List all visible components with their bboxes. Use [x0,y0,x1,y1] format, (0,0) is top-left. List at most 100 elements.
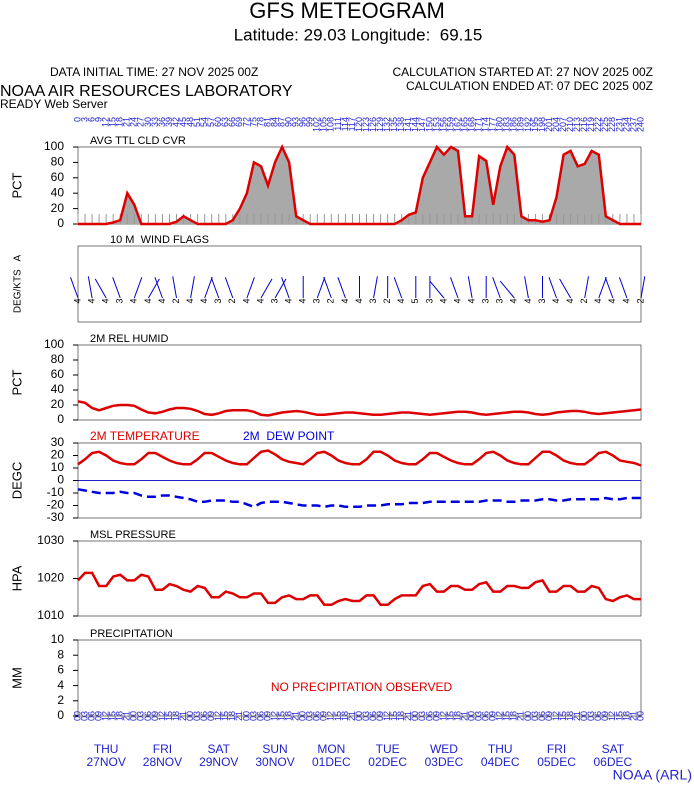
wind-speed-label: 4 [340,298,350,303]
forecast-hour-label: 237 [628,117,638,132]
forecast-hour-label: 114 [340,117,350,131]
y-tick-label: 60 [51,170,65,184]
y-tick-label: 0 [57,216,64,230]
forecast-hour-label: 60 [213,117,223,127]
wind-barb [429,280,445,299]
y-tick-label: 30 [51,435,65,449]
forecast-hour-label: 162 [452,117,462,132]
panel-title: 10 M WIND FLAGS [110,234,209,246]
wind-speed-label: 3 [312,298,322,303]
calc-start: CALCULATION STARTED AT: 27 NOV 2025 00Z [392,65,653,79]
wind-speed-label: 2 [382,298,392,303]
wind-speed-label: 4 [72,298,82,303]
forecast-hour-label: 195 [530,117,540,132]
forecast-hour-label: 45 [178,117,188,127]
y-tick-label: 60 [51,367,65,381]
wind-speed-label: 2 [326,298,336,303]
wind-speed-label: 4 [396,298,406,303]
y-tick-label: 2 [57,693,64,707]
forecast-hour-label: 132 [382,117,392,132]
forecast-hour-label: 123 [361,117,371,132]
forecast-hour-label: 153 [431,117,441,132]
forecast-hour-label: 51 [192,117,202,127]
organization: NOAA AIR RESOURCES LABORATORY [0,83,293,100]
panel-title: PRECIPITATION [90,628,173,640]
y-tick-label: 80 [51,352,65,366]
forecast-hour-label: 93 [291,117,301,127]
legend-label: 2M TEMPERATURE [90,429,200,443]
y-tick-label: 20 [51,397,65,411]
forecast-hour-label: 186 [509,117,519,132]
y-tick-label: -20 [47,498,65,512]
panel-title: 2M REL HUMID [90,333,168,345]
forecast-hour-label: 120 [354,117,364,132]
y-tick-label: 100 [44,139,64,153]
y-tick-label: 0 [57,708,64,722]
wind-barb [210,277,220,299]
wind-speed-label: 4 [284,298,294,303]
forecast-hour-label: 216 [579,117,589,132]
forecast-hour-label: 90 [284,117,294,127]
wind-speed-label: 4 [593,298,603,303]
wind-barb [224,277,234,299]
forecast-hour-label: 75 [248,117,258,127]
wind-barb [323,277,332,299]
wind-speed-label: 4 [621,298,631,303]
forecast-hour-label: 228 [607,117,617,132]
forecast-hour-label: 54 [199,117,209,127]
wind-barb [524,276,529,299]
wind-speed-label: 3 [368,298,378,303]
wind-speed-label: 3 [269,298,279,303]
wind-speed-label: 4 [241,298,251,303]
wind-speed-label: 4 [86,298,96,303]
y-axis-title: PCT [9,369,24,395]
y-tick-label: 0 [57,412,64,426]
forecast-hour-label: 144 [410,117,420,132]
wind-speed-label: 4 [143,298,153,303]
forecast-hour-label: 240 [635,117,645,132]
date-label: 29NOV [199,755,238,769]
forecast-hour-label: 69 [234,117,244,127]
wind-speed-label: 4 [565,298,575,303]
forecast-hour-label: 204 [551,117,561,132]
forecast-hour-label: 108 [326,117,336,132]
date-label: 01DEC [312,755,351,769]
forecast-hour-label: 81 [262,117,272,127]
date-label: 04DEC [481,755,520,769]
wind-barb [172,276,178,299]
wind-speed-label: 5 [410,298,420,303]
wind-speed-label: 2 [579,298,589,303]
data-line [77,400,642,417]
wind-barb [499,280,515,299]
date-label: 03DEC [425,755,464,769]
wind-barb [204,277,213,299]
forecast-hour-label: 48 [185,117,195,127]
forecast-hour-label: 72 [241,117,251,127]
y-tick-label: 20 [51,448,65,462]
y-tick-label: 0 [57,473,64,487]
y-tick-label: 4 [57,678,64,692]
forecast-hour-label: 207 [558,117,568,132]
forecast-hour-label: 99 [305,117,315,127]
y-tick-label: 10 [51,460,65,474]
data-line [77,449,642,467]
calc-end: CALCULATION ENDED AT: 07 DEC 2025 00Z [406,79,653,93]
forecast-hour-label: 222 [593,117,603,132]
wind-barb [548,277,558,299]
wind-barb [618,277,628,299]
forecast-hour-label: 180 [495,117,505,132]
wind-speed-label: 3 [115,298,125,303]
forecast-hour-label: 189 [516,117,526,132]
forecast-hour-label: 147 [417,117,427,132]
forecast-hour-label: 0 [72,117,82,122]
plot-frame [77,540,642,617]
wind-speed-label: 4 [157,298,167,303]
panel-title: MSL PRESSURE [90,529,176,541]
chart-subtitle: Latitude: 29.03 Longitude: 69.15 [234,25,483,44]
wind-speed-label: 3 [213,298,223,303]
forecast-hour-label: 150 [424,117,434,132]
forecast-hour-label: 21 [122,117,132,127]
forecast-hour-label: 42 [171,117,181,127]
plot-frame [77,245,642,323]
y-tick-label: 1030 [37,533,64,547]
